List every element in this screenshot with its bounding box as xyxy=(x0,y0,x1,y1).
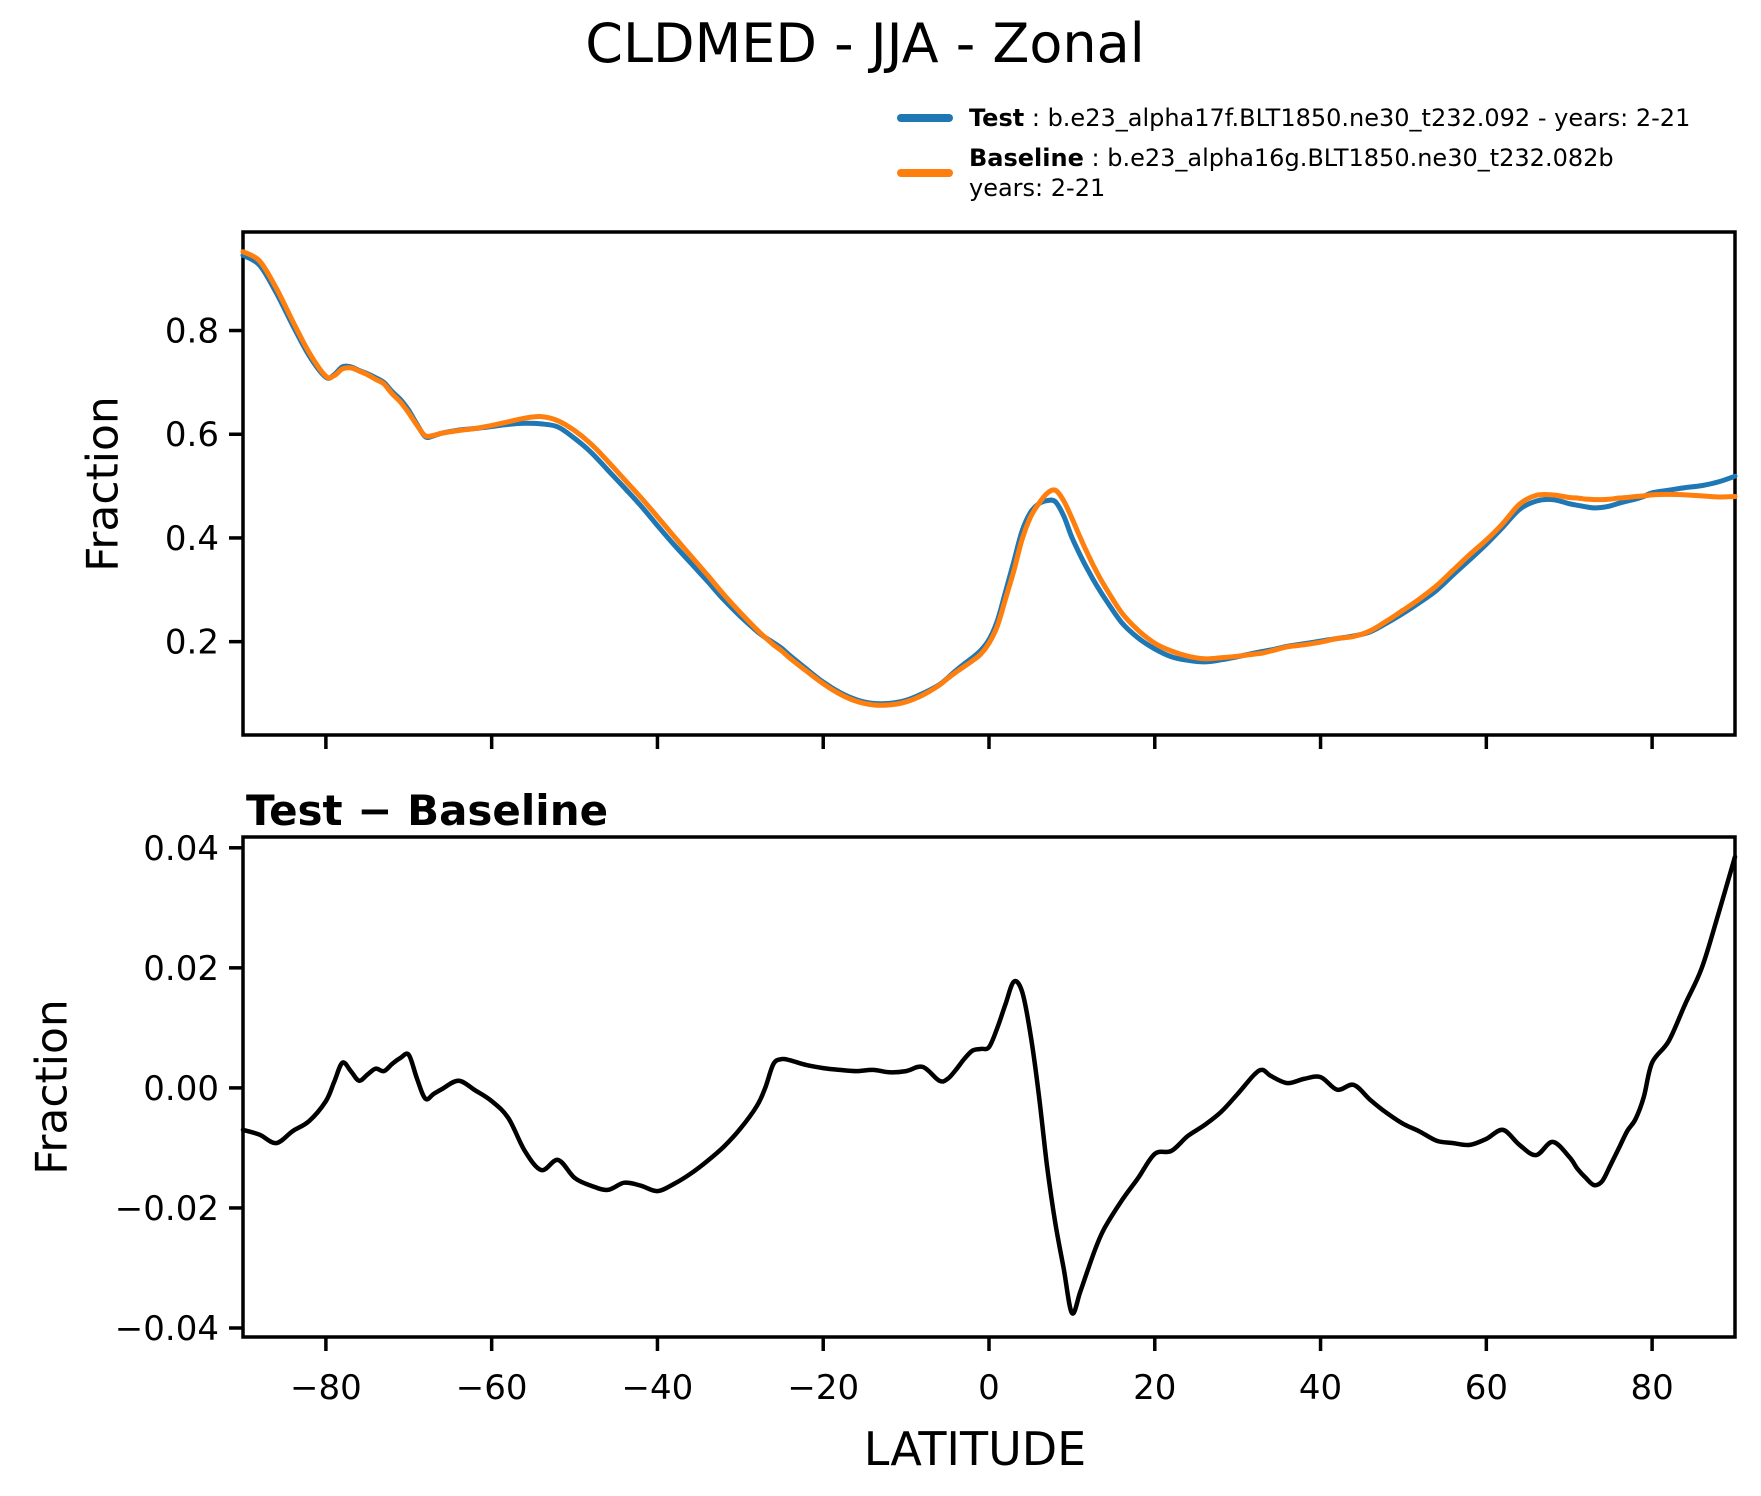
bottom-chart-x-tick-label: 60 xyxy=(1465,1368,1508,1408)
legend-item-baseline: Baseline : b.e23_alpha16g.BLT1850.ne30_t… xyxy=(897,143,1690,203)
top-chart-axes-box xyxy=(241,230,1737,737)
bottom-chart-y-tick-label: 0.02 xyxy=(143,949,219,989)
legend: Test : b.e23_alpha17f.BLT1850.ne30_t232.… xyxy=(897,103,1690,213)
bottom-chart-y-tick-label: 0.04 xyxy=(143,829,219,869)
top-chart-test-line xyxy=(240,252,1738,707)
top-chart-y-tick-label: 0.6 xyxy=(165,415,219,455)
legend-baseline-desc2: years: 2-21 xyxy=(969,174,1106,202)
bottom-chart-y-tick-label: −0.02 xyxy=(115,1189,219,1229)
bottom-y-axis-label: Fraction xyxy=(26,999,78,1175)
bottom-chart-y-tick-label: −0.04 xyxy=(115,1309,219,1349)
top-chart-y-tick-label: 0.2 xyxy=(165,623,219,663)
bottom-chart-x-tick-label: 20 xyxy=(1133,1368,1176,1408)
top-chart-baseline-line xyxy=(240,249,1738,708)
bottom-chart-x-tick-label: −60 xyxy=(456,1368,528,1408)
legend-test-text: Test : b.e23_alpha17f.BLT1850.ne30_t232.… xyxy=(969,103,1690,133)
top-chart-y-tick-label: 0.8 xyxy=(165,312,219,352)
legend-item-test: Test : b.e23_alpha17f.BLT1850.ne30_t232.… xyxy=(897,103,1690,133)
legend-baseline-label: Baseline xyxy=(969,144,1084,172)
bottom-chart-y-tick-label: 0.00 xyxy=(143,1069,219,1109)
bottom-chart-title: Test − Baseline xyxy=(246,786,609,835)
test-line-swatch xyxy=(897,114,953,122)
bottom-chart-x-tick-label: −20 xyxy=(787,1368,859,1408)
bottom-chart-test-baseline-line xyxy=(240,854,1738,1316)
bottom-chart-x-tick-label: 0 xyxy=(978,1368,1000,1408)
baseline-line-swatch xyxy=(897,169,953,177)
bottom-chart-x-tick-label: 40 xyxy=(1299,1368,1342,1408)
legend-test-desc: : b.e23_alpha17f.BLT1850.ne30_t232.092 -… xyxy=(1024,104,1691,132)
page-title: CLDMED - JJA - Zonal xyxy=(585,12,1145,75)
bottom-chart-x-tick-label: −40 xyxy=(622,1368,694,1408)
legend-baseline-desc: : b.e23_alpha16g.BLT1850.ne30_t232.082b xyxy=(1083,144,1614,172)
legend-baseline-text: Baseline : b.e23_alpha16g.BLT1850.ne30_t… xyxy=(969,143,1614,203)
top-y-axis-label: Fraction xyxy=(77,396,129,572)
x-axis-label: LATITUDE xyxy=(863,1422,1087,1476)
bottom-chart-x-tick-label: 80 xyxy=(1630,1368,1673,1408)
bottom-chart-x-tick-label: −80 xyxy=(290,1368,362,1408)
top-chart-y-tick-label: 0.4 xyxy=(165,519,219,559)
legend-test-label: Test xyxy=(969,104,1025,132)
